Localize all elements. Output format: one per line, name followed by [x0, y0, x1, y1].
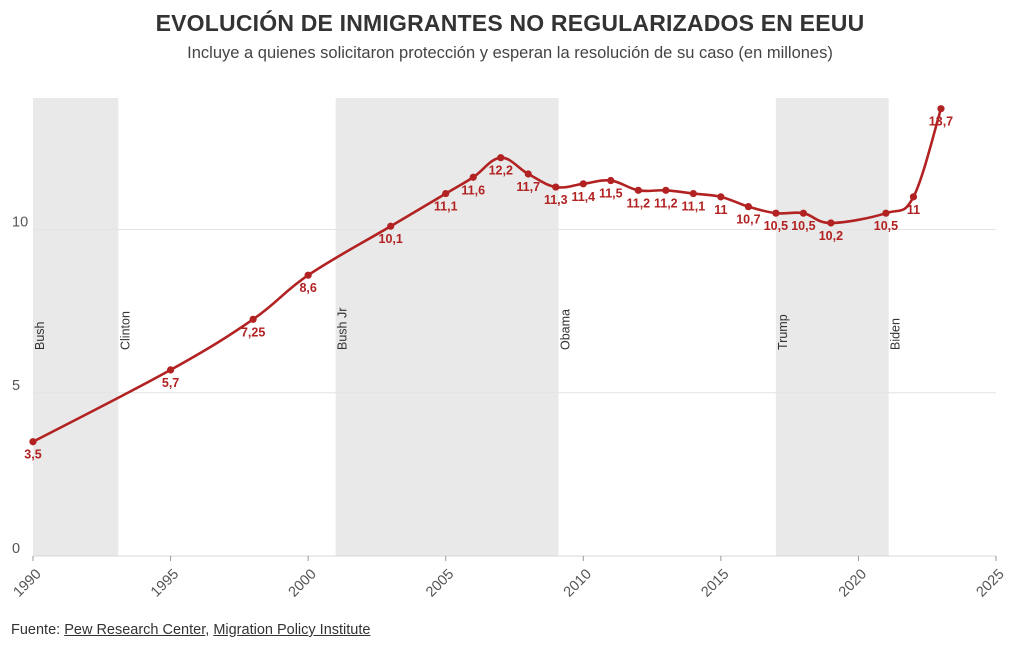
presidency-band: [335, 98, 559, 556]
data-label: 13,7: [929, 115, 953, 129]
data-label: 3,5: [24, 448, 41, 462]
data-point: [442, 189, 450, 198]
data-label: 10,5: [791, 219, 815, 233]
source-separator: ,: [205, 622, 214, 638]
data-point: [304, 271, 312, 279]
x-tick-label: 1995: [148, 566, 182, 600]
presidency-band: [33, 98, 119, 556]
data-label: 10,2: [819, 229, 843, 243]
data-point: [909, 193, 918, 201]
chart-title: EVOLUCIÓN DE INMIGRANTES NO REGULARIZADO…: [155, 10, 865, 36]
data-point: [552, 183, 560, 191]
x-tick-label: 2020: [836, 566, 870, 600]
data-label: 10,1: [379, 232, 403, 246]
presidency-bands: Bush Clinton Bush Jr Obama Trump Biden: [33, 98, 903, 556]
x-tick-label: 2025: [973, 566, 1007, 600]
data-point: [524, 170, 532, 178]
y-tick-label: 5: [12, 378, 20, 394]
data-point: [29, 438, 37, 446]
data-label: 11,1: [682, 200, 706, 214]
presidency-label: Trump: [776, 314, 790, 350]
data-label: 11: [907, 203, 920, 217]
data-point: [497, 154, 505, 162]
data-label: 10,5: [874, 219, 898, 233]
data-label: 10,5: [764, 219, 788, 233]
data-point: [249, 315, 257, 323]
x-tick-label: 2000: [286, 566, 320, 600]
x-tick-label: 2015: [698, 566, 732, 600]
data-label: 5,7: [162, 376, 179, 390]
x-tick-label: 1990: [10, 566, 44, 600]
data-point: [882, 209, 890, 217]
data-point: [579, 180, 587, 188]
source-prefix: Fuente:: [11, 622, 65, 638]
data-label: 11,5: [599, 187, 623, 201]
data-label: 11,4: [571, 190, 595, 204]
y-tick-label: 0: [12, 541, 20, 557]
x-tick-label: 2010: [561, 566, 595, 600]
data-label: 11,7: [516, 180, 540, 194]
data-point: [772, 209, 780, 217]
data-point: [469, 173, 477, 181]
presidency-label: Bush Jr: [336, 308, 350, 350]
data-label: 11,2: [626, 196, 650, 210]
data-point: [799, 209, 808, 217]
presidency-label: Obama: [559, 309, 573, 350]
data-point: [634, 186, 642, 194]
data-labels: 3,55,77,258,610,111,111,612,211,711,3 11,…: [24, 115, 953, 462]
data-point: [166, 366, 175, 374]
data-point: [607, 176, 615, 185]
data-point: [937, 105, 945, 113]
presidency-label: Bush: [33, 321, 47, 350]
data-point: [662, 186, 670, 194]
data-label: 11,2: [654, 196, 678, 210]
y-tick-label: 10: [12, 215, 28, 231]
gridlines: [33, 229, 996, 394]
data-label: 7,25: [241, 325, 265, 339]
presidency-label: Clinton: [118, 311, 132, 350]
data-point: [387, 222, 395, 230]
data-point: [827, 219, 835, 227]
source-link-mpi[interactable]: Migration Policy Institute: [213, 622, 371, 638]
data-label: 12,2: [489, 164, 513, 178]
x-tick-label: 2005: [423, 566, 457, 600]
presidency-label: Biden: [889, 318, 903, 350]
data-point: [689, 189, 697, 198]
data-point: [744, 203, 752, 211]
data-label: 11,3: [544, 193, 568, 207]
data-series: [29, 105, 945, 446]
data-label: 11,6: [461, 183, 485, 197]
source-note: Fuente: Pew Research Center, Migration P…: [11, 622, 370, 638]
source-link-pew[interactable]: Pew Research Center: [64, 622, 206, 638]
chart-subtitle: Incluye a quienes solicitaron protección…: [187, 44, 833, 62]
data-label: 11,1: [434, 200, 458, 214]
data-label: 11: [714, 203, 727, 217]
data-point: [717, 193, 725, 201]
data-label: 8,6: [299, 281, 316, 295]
presidency-band: [775, 98, 889, 556]
data-label: 10,7: [736, 213, 760, 227]
